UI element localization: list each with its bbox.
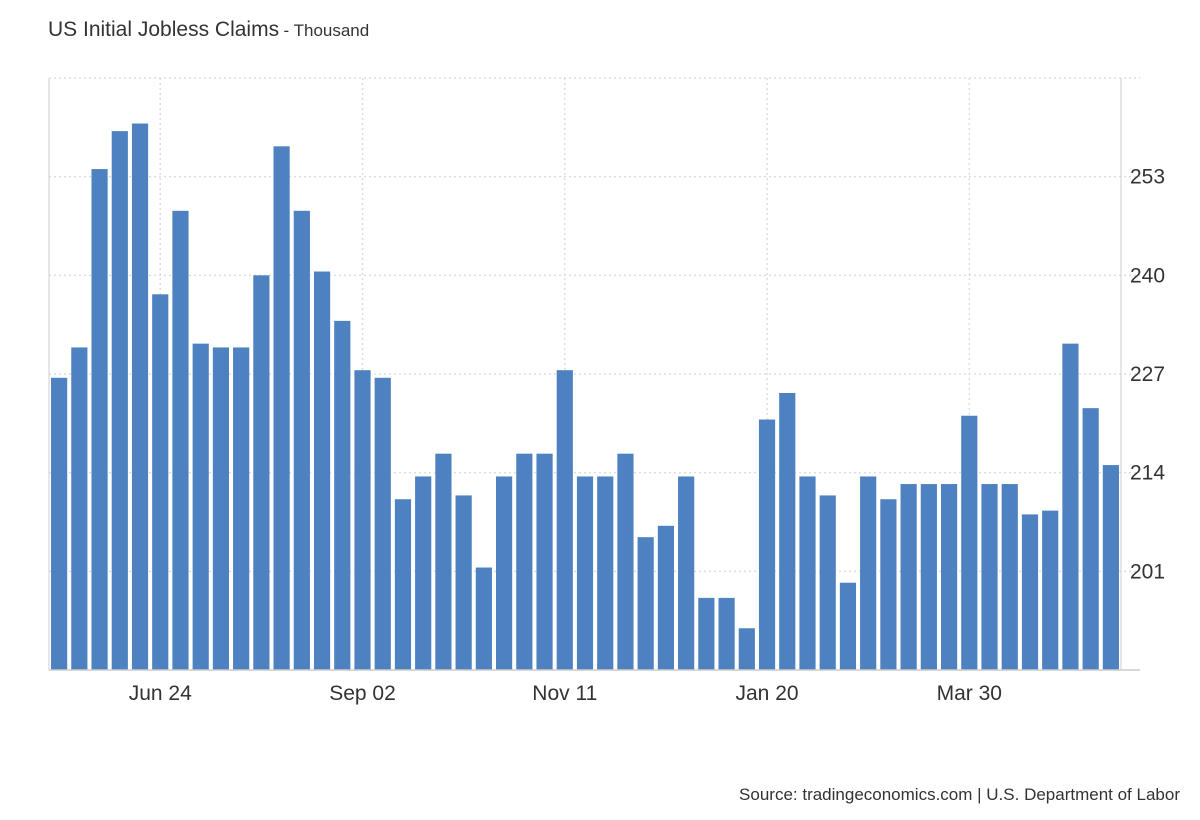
bar xyxy=(475,567,492,670)
bar xyxy=(516,453,533,670)
grid-lines xyxy=(49,77,1140,670)
bar xyxy=(313,271,331,670)
bar xyxy=(556,370,573,670)
bar xyxy=(415,476,432,670)
bar xyxy=(1001,484,1018,670)
bar xyxy=(496,476,513,670)
axes xyxy=(48,78,1140,671)
y-tick-label: 253 xyxy=(1130,166,1165,189)
bar xyxy=(779,392,796,670)
bar xyxy=(273,146,290,671)
y-tick-label: 227 xyxy=(1130,363,1165,386)
x-tick-label: Jun 24 xyxy=(129,682,192,705)
tick-labels: 201 214 227 240 253 Jun 24 Sep 02 Nov 11 Jan 20 M… xyxy=(129,166,1166,705)
bar xyxy=(131,123,149,671)
bar xyxy=(354,370,371,670)
bar xyxy=(71,347,88,670)
bar xyxy=(617,453,634,670)
bar xyxy=(293,210,310,671)
x-tick-label: Mar 30 xyxy=(937,682,1002,705)
bar xyxy=(91,169,108,671)
bar xyxy=(172,210,189,671)
bar xyxy=(394,499,412,670)
bar xyxy=(455,495,472,670)
bar xyxy=(253,275,270,670)
y-tick-label: 214 xyxy=(1130,462,1165,485)
x-tick-label: Nov 11 xyxy=(532,682,597,705)
bar xyxy=(1082,408,1099,670)
bar xyxy=(576,476,594,670)
bar xyxy=(1062,343,1079,670)
bar xyxy=(940,484,958,670)
chart-title-row: US Initial Jobless Claims - Thousand xyxy=(48,18,369,42)
y-tick-label: 201 xyxy=(1130,560,1165,583)
bar xyxy=(657,525,674,670)
bar xyxy=(819,495,836,670)
x-tick-label: Sep 02 xyxy=(329,682,396,705)
bar xyxy=(334,320,351,670)
bar xyxy=(839,582,857,670)
bar xyxy=(860,476,877,670)
bar xyxy=(536,453,553,670)
bar xyxy=(920,484,937,670)
bar xyxy=(880,499,897,670)
y-tick-label: 240 xyxy=(1130,264,1165,287)
bars xyxy=(51,123,1119,671)
bar xyxy=(212,347,230,670)
bar xyxy=(758,419,776,670)
bar xyxy=(1021,514,1039,670)
bar xyxy=(1102,465,1119,670)
chart-title: US Initial Jobless Claims xyxy=(48,18,280,41)
bar xyxy=(961,415,978,670)
chart-subtitle: - Thousand xyxy=(283,21,370,40)
bar xyxy=(111,131,128,671)
source-note: Source: tradingeconomics.com | U.S. Depa… xyxy=(739,785,1180,804)
bar xyxy=(637,537,654,670)
bar xyxy=(233,347,250,670)
bar xyxy=(192,343,209,670)
bar xyxy=(698,597,715,670)
bar xyxy=(374,377,391,670)
bar xyxy=(1042,510,1059,670)
bar xyxy=(152,294,169,670)
bar xyxy=(900,484,917,670)
bar xyxy=(678,476,695,670)
x-tick-label: Jan 20 xyxy=(736,682,799,705)
bar xyxy=(738,628,755,670)
bar xyxy=(718,597,735,670)
bar xyxy=(435,453,452,670)
bar xyxy=(51,377,68,670)
bar xyxy=(597,476,614,670)
bar xyxy=(799,476,816,670)
bar xyxy=(981,484,998,670)
